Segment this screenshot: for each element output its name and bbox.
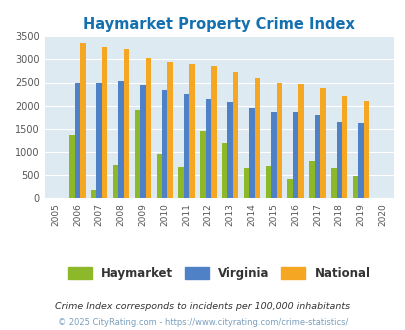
Bar [200,131,205,198]
Bar [156,154,162,198]
Bar [254,78,260,198]
Bar [134,110,140,198]
Bar [320,88,325,198]
Bar [352,176,358,198]
Bar [113,165,118,198]
Bar [91,190,96,198]
Bar [341,96,347,198]
Bar [102,47,107,198]
Bar [222,143,227,198]
Bar [265,166,271,198]
Bar [75,83,80,198]
Bar [249,108,254,198]
Bar [330,168,336,198]
Bar [358,123,363,198]
Text: Crime Index corresponds to incidents per 100,000 inhabitants: Crime Index corresponds to incidents per… [55,302,350,311]
Bar [232,72,238,198]
Bar [336,122,341,198]
Bar [69,135,75,198]
Legend: Haymarket, Virginia, National: Haymarket, Virginia, National [63,262,374,284]
Bar [145,57,151,198]
Bar [205,99,211,198]
Bar [167,62,173,198]
Bar [314,115,320,198]
Bar [211,66,216,198]
Bar [363,101,369,198]
Bar [80,43,85,198]
Bar [118,81,124,198]
Bar [189,64,194,198]
Bar [124,49,129,198]
Bar [309,161,314,198]
Bar [271,112,276,198]
Bar [178,167,183,198]
Bar [162,90,167,198]
Bar [183,94,189,198]
Bar [96,83,102,198]
Bar [276,82,281,198]
Bar [243,168,249,198]
Bar [287,179,292,198]
Bar [298,84,303,198]
Bar [292,112,298,198]
Title: Haymarket Property Crime Index: Haymarket Property Crime Index [83,17,354,32]
Bar [227,102,232,198]
Text: © 2025 CityRating.com - https://www.cityrating.com/crime-statistics/: © 2025 CityRating.com - https://www.city… [58,318,347,327]
Bar [140,85,145,198]
